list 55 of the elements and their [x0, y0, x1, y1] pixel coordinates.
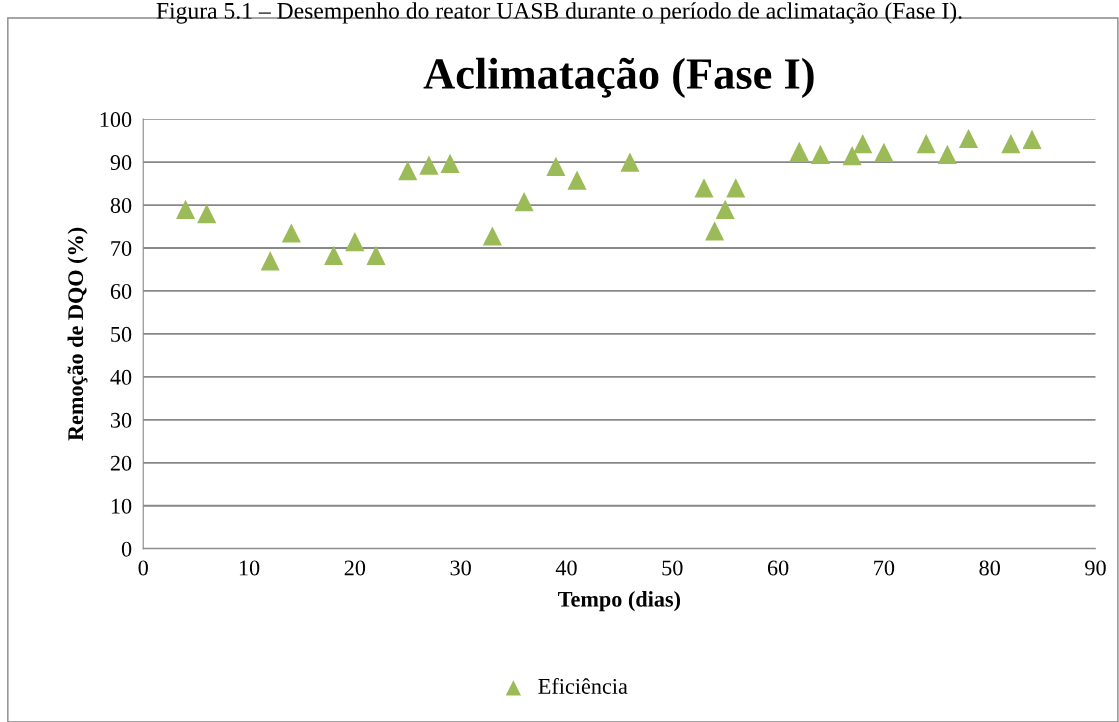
chart-title: Aclimatação (Fase I): [423, 57, 814, 99]
x-tick-label: 30: [450, 560, 471, 576]
point: [874, 142, 894, 162]
y-tick-label: 30: [110, 412, 132, 428]
point: [197, 204, 217, 224]
point: [567, 170, 587, 190]
y-tick-label: 20: [110, 455, 132, 471]
x-tick-label: 0: [138, 560, 148, 576]
point: [853, 134, 873, 154]
x-tick-label: 60: [767, 560, 789, 576]
y-tick-label: 10: [111, 498, 132, 514]
x-axis-title: Tempo (dias): [558, 591, 681, 612]
y-tick-label: 0: [121, 541, 132, 557]
point: [620, 152, 640, 172]
point: [842, 146, 862, 166]
point: [1022, 129, 1042, 149]
text: Figura 5.1 – Desempenho do reator UASB durante o período de aclimatação (Fase I).: [156, 2, 962, 24]
y-tick-label: 80: [110, 197, 132, 213]
y-axis-title: Remoção de DQO (%): [67, 227, 88, 441]
y-tick-label: 40: [110, 369, 132, 385]
x-tick-label: 20: [344, 560, 366, 576]
point: [514, 192, 534, 212]
y-tick-label: 70: [111, 240, 132, 256]
y-tick-label: 100: [100, 112, 132, 128]
y-tick-label: 90: [110, 155, 132, 171]
legend-label: Eficiência: [538, 678, 628, 694]
x-tick-label: 10: [239, 560, 260, 576]
y-tick-label: 60: [110, 283, 132, 299]
point: [937, 144, 957, 164]
x-tick-label: 40: [555, 560, 577, 576]
point: [175, 199, 196, 219]
y-tick-label: 50: [111, 326, 132, 342]
point: [916, 134, 936, 154]
point: [694, 178, 714, 198]
point: [810, 144, 830, 164]
point: [482, 226, 502, 246]
x-tick-label: 90: [1085, 560, 1106, 576]
point: [345, 231, 365, 252]
point: [398, 161, 418, 181]
point: [324, 245, 344, 265]
point: [958, 128, 979, 149]
point: [419, 155, 439, 175]
point: [789, 141, 809, 161]
point: [546, 156, 566, 176]
point: [281, 223, 301, 243]
point: [715, 199, 735, 219]
x-tick-label: 80: [979, 560, 1000, 576]
point: [366, 245, 386, 265]
point: [260, 251, 280, 271]
point: [726, 178, 746, 198]
point: [705, 221, 725, 241]
point: [440, 153, 460, 173]
point: [1001, 134, 1021, 154]
x-tick-label: 50: [662, 560, 683, 576]
x-tick-label: 70: [874, 560, 895, 576]
